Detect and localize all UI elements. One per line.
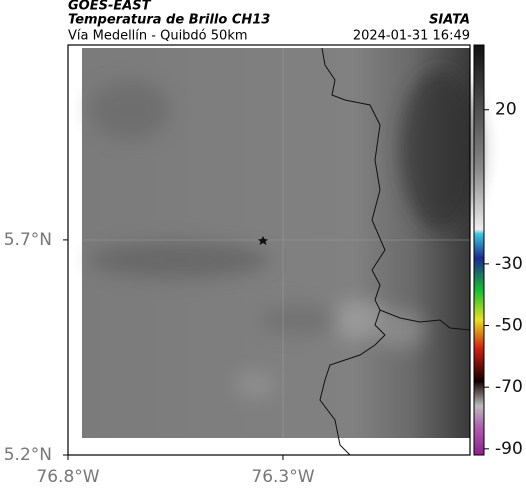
source: GOES-EAST xyxy=(68,0,152,14)
colorbar xyxy=(473,44,485,456)
map-frame xyxy=(67,44,471,456)
map-image xyxy=(82,47,480,456)
colorbar-tick-label: -90 xyxy=(495,439,523,459)
colorbar-tick-label: -30 xyxy=(495,254,523,274)
x-tick-label: 76.8°W xyxy=(36,467,99,487)
x-tick-label: 76.3°W xyxy=(251,467,314,487)
colorbar-tick-label: 20 xyxy=(495,100,517,120)
colorbar-tick-label: -70 xyxy=(495,377,523,397)
timestamp: 2024-01-31 16:49 xyxy=(353,29,470,44)
region: Vía Medellín - Quibdó 50km xyxy=(68,29,248,44)
agency: SIATA xyxy=(429,13,470,28)
y-tick-label: 5.7°N xyxy=(4,230,52,250)
colorbar-tick-label: -50 xyxy=(495,316,523,336)
product: Temperatura de Brillo CH13 xyxy=(68,13,270,28)
y-tick-label: 5.2°N xyxy=(4,445,52,465)
